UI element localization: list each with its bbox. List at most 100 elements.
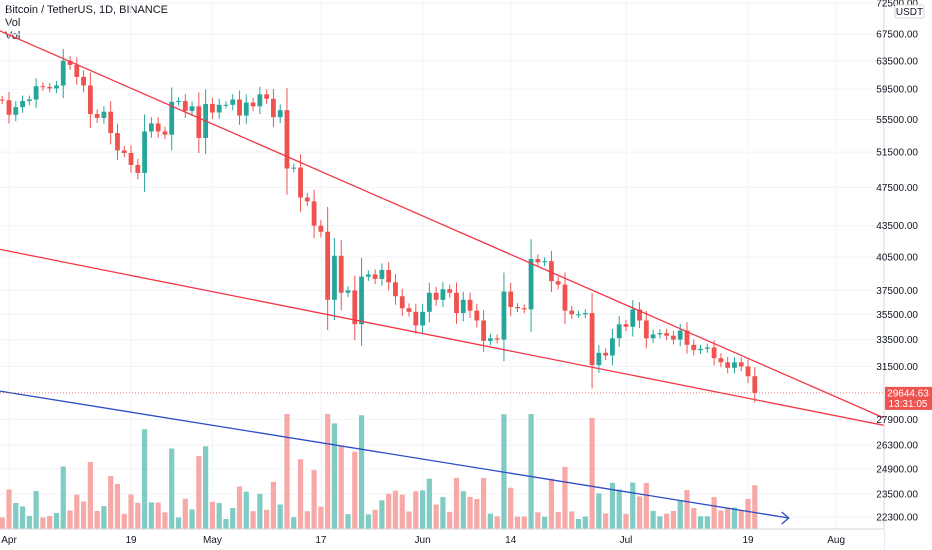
candle-body bbox=[406, 308, 412, 312]
candle-body bbox=[535, 259, 541, 263]
bar-countdown-label: 13:31:05 bbox=[889, 399, 928, 410]
upper-trendline[interactable] bbox=[0, 17, 884, 419]
candle-body bbox=[155, 123, 161, 132]
volume-bar bbox=[467, 496, 473, 529]
volume-bar bbox=[548, 478, 554, 529]
volume-bar bbox=[311, 470, 317, 529]
volume-bar bbox=[257, 493, 263, 529]
price-tick-label: 47500.00 bbox=[876, 183, 918, 194]
candle-body bbox=[698, 348, 703, 351]
candle-body bbox=[718, 358, 724, 363]
volume-bar bbox=[582, 516, 588, 529]
candle-body bbox=[284, 110, 290, 169]
candle-body bbox=[135, 164, 141, 173]
volume-bar bbox=[752, 485, 758, 529]
volume-bar bbox=[338, 445, 344, 529]
price-tick-label: 31500.00 bbox=[876, 362, 918, 373]
volume-bar bbox=[440, 496, 446, 529]
volume-bar bbox=[148, 502, 154, 529]
candle-body bbox=[372, 274, 378, 279]
volume-bar bbox=[189, 509, 195, 529]
candle-body bbox=[447, 289, 453, 293]
volume-bar bbox=[636, 496, 643, 529]
volume-bar bbox=[19, 506, 26, 529]
candle-body bbox=[365, 274, 371, 277]
lower-trendline[interactable] bbox=[0, 243, 918, 433]
volume-bar bbox=[196, 456, 202, 529]
candle-body bbox=[752, 376, 758, 393]
volume-bar bbox=[284, 414, 290, 529]
candle-body bbox=[74, 64, 80, 77]
volume-bar bbox=[643, 483, 649, 529]
volume-bar bbox=[494, 516, 500, 529]
volume-bar bbox=[121, 513, 127, 529]
volume-bar bbox=[664, 513, 670, 529]
volume-bar bbox=[40, 517, 46, 529]
candle-body bbox=[671, 335, 676, 340]
volume-bar bbox=[60, 466, 66, 529]
trendlines[interactable] bbox=[0, 17, 918, 525]
time-axis-background bbox=[0, 529, 884, 550]
volume-bar bbox=[508, 487, 514, 529]
volume-bar bbox=[87, 462, 93, 529]
volume-bar bbox=[481, 477, 487, 529]
candle-body bbox=[711, 347, 717, 359]
volume-bar bbox=[419, 490, 426, 529]
price-tick-label: 33500.00 bbox=[876, 335, 918, 346]
candle-body bbox=[121, 150, 127, 153]
candle-body bbox=[521, 308, 527, 310]
price-tick-label: 23500.00 bbox=[876, 490, 918, 501]
time-tick-label: Jul bbox=[620, 535, 633, 546]
candle-body bbox=[610, 338, 615, 356]
candle-body bbox=[148, 123, 154, 132]
volume-bar bbox=[738, 510, 744, 529]
candle-body bbox=[216, 104, 222, 113]
candle-body bbox=[94, 114, 100, 118]
price-tick-label: 24900.00 bbox=[876, 464, 918, 475]
last-price-label: 29644.63 bbox=[887, 388, 929, 399]
volume-bar bbox=[6, 489, 12, 529]
volume-bar bbox=[704, 516, 710, 529]
volume-trendline-arrowhead bbox=[781, 511, 790, 525]
candle-body bbox=[359, 276, 364, 325]
candle-body bbox=[237, 99, 242, 116]
volume-bar bbox=[101, 506, 107, 529]
volume-bar bbox=[230, 508, 236, 529]
volume-bar bbox=[460, 491, 466, 529]
last-price-badge: 29644.63 13:31:05 bbox=[885, 386, 932, 410]
candle-body bbox=[467, 299, 473, 311]
volume-bar bbox=[677, 500, 683, 529]
candle-body bbox=[657, 333, 663, 335]
volume-bar bbox=[650, 510, 656, 529]
volume-bar bbox=[623, 513, 629, 529]
candle-body bbox=[420, 311, 425, 326]
candle-body bbox=[637, 309, 642, 321]
volume-bar bbox=[318, 506, 324, 529]
volume-bar bbox=[684, 490, 690, 529]
price-tick-label: 59500.00 bbox=[876, 85, 918, 96]
volume-bar bbox=[372, 509, 378, 529]
volume-bar bbox=[114, 483, 121, 529]
volume-bar bbox=[169, 448, 175, 529]
candle-body bbox=[47, 86, 53, 89]
candle-body bbox=[264, 94, 270, 99]
candle-body bbox=[487, 338, 493, 341]
volume-bar bbox=[589, 417, 595, 529]
volume-bar bbox=[433, 504, 439, 529]
candle-body bbox=[386, 269, 392, 283]
candle-body bbox=[582, 313, 588, 315]
candle-body bbox=[474, 310, 480, 321]
candle-body bbox=[101, 111, 107, 118]
candle-body bbox=[196, 106, 202, 138]
volume-bar bbox=[13, 502, 19, 529]
volume-bar bbox=[358, 415, 365, 529]
time-axis[interactable]: Apr19May17Jun14Jul19Aug16Sep13Oct bbox=[1, 535, 932, 546]
candle-body bbox=[623, 324, 629, 327]
candle-body bbox=[460, 299, 466, 314]
volume-bar bbox=[609, 482, 616, 529]
volume-bar bbox=[575, 519, 582, 529]
volume-trendline[interactable] bbox=[0, 386, 789, 519]
volume-bar bbox=[94, 510, 100, 529]
candle-body bbox=[26, 99, 32, 102]
